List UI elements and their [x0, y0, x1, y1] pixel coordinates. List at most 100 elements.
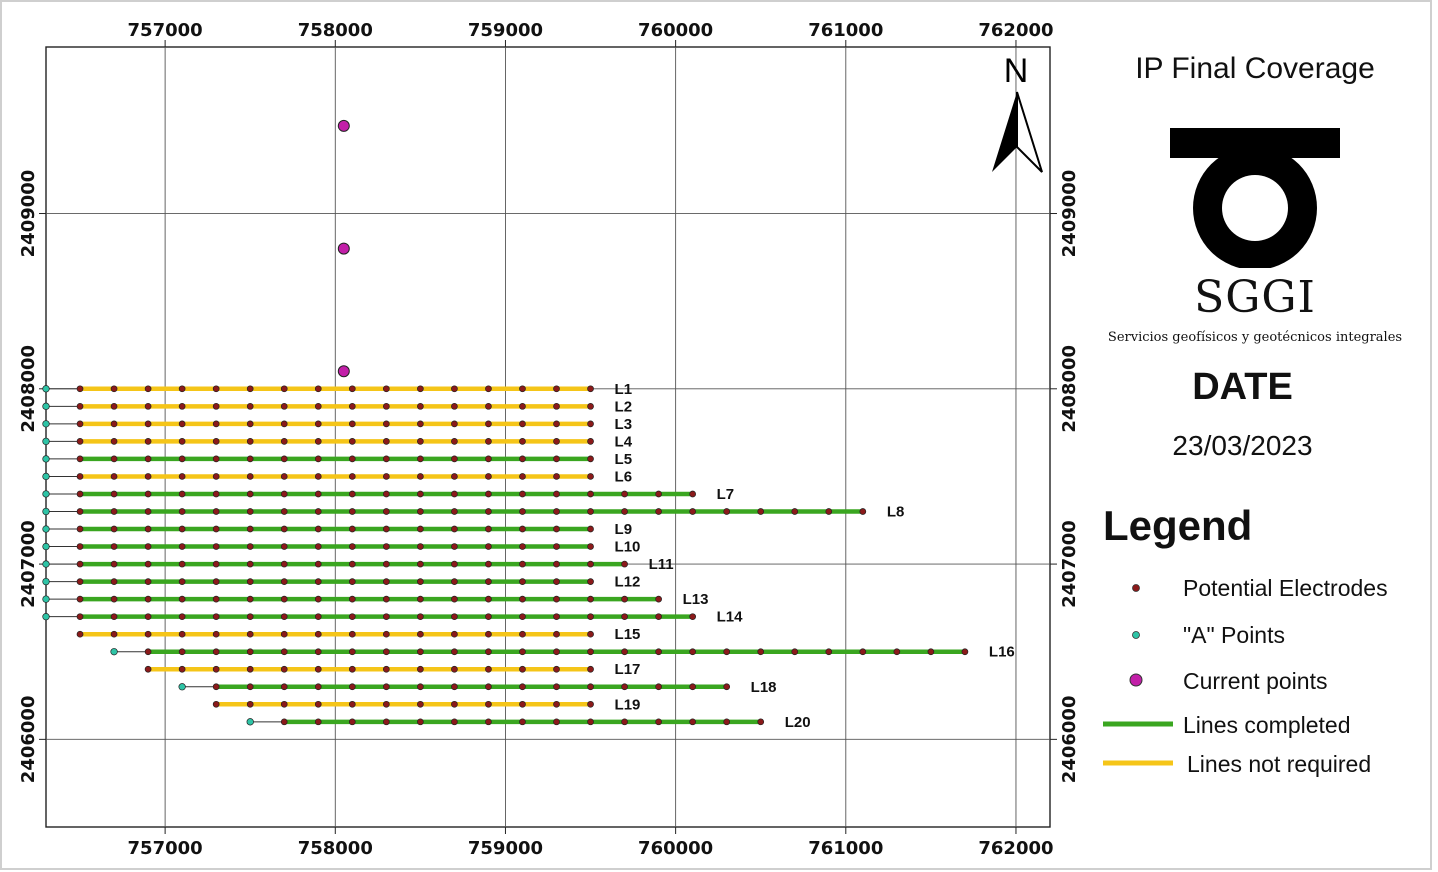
potential-electrode	[451, 648, 458, 656]
potential-electrode	[246, 490, 254, 498]
line-label-l11: L11	[649, 556, 674, 573]
potential-electrode	[348, 718, 356, 726]
a-point	[42, 507, 50, 516]
potential-electrode	[348, 508, 356, 515]
potential-electrode	[553, 630, 560, 638]
potential-electrode	[451, 578, 458, 585]
potential-electrode	[553, 402, 560, 410]
a-point	[42, 385, 50, 393]
potential-electrode	[280, 508, 288, 515]
potential-electrode	[348, 473, 356, 480]
y-tick-label-left: 2409000	[18, 170, 39, 258]
potential-electrode	[451, 438, 458, 445]
potential-electrode	[110, 402, 118, 410]
potential-electrode	[382, 648, 390, 656]
potential-electrode	[655, 648, 662, 656]
potential-electrode	[212, 385, 220, 393]
line-label-l17: L17	[615, 661, 641, 678]
potential-electrode	[178, 648, 186, 656]
a-point	[246, 718, 254, 726]
potential-electrode	[314, 438, 322, 445]
potential-electrode	[587, 490, 594, 498]
potential-electrode	[417, 665, 424, 673]
potential-electrode	[485, 438, 492, 445]
line-label-l14: L14	[717, 609, 744, 626]
potential-electrode	[485, 420, 492, 428]
potential-electrode	[689, 613, 696, 621]
date-value: 23/03/2023	[1172, 430, 1313, 461]
potential-electrode	[382, 385, 390, 393]
line-label-l1: L1	[615, 381, 633, 398]
potential-electrode	[280, 455, 288, 463]
potential-electrode	[76, 630, 84, 638]
potential-electrode	[110, 543, 118, 550]
potential-electrode	[417, 595, 424, 603]
potential-electrode	[314, 508, 322, 515]
potential-electrode	[314, 578, 322, 585]
potential-electrode	[417, 718, 424, 726]
potential-electrode	[76, 595, 84, 603]
potential-electrode	[417, 508, 424, 515]
potential-electrode	[859, 648, 867, 656]
potential-electrode	[382, 683, 390, 691]
potential-electrode	[76, 543, 84, 550]
potential-electrode	[280, 420, 288, 428]
potential-electrode	[485, 543, 492, 550]
potential-electrode	[212, 420, 220, 428]
potential-electrode	[519, 402, 526, 410]
legend-symbols	[1103, 584, 1173, 766]
line-label-l12: L12	[615, 574, 641, 591]
potential-electrode	[927, 648, 935, 656]
a-point	[178, 683, 186, 691]
potential-electrode	[178, 385, 186, 393]
brand-subtitle: Servicios geofísicos y geotécnicos integ…	[1107, 330, 1403, 345]
potential-electrode	[485, 525, 492, 533]
legend-title: Legend	[1103, 502, 1253, 549]
potential-electrode	[178, 420, 186, 428]
x-tick-label-bottom: 761000	[808, 838, 883, 859]
potential-electrode	[417, 402, 424, 410]
potential-electrode	[76, 385, 84, 393]
potential-electrode	[280, 700, 288, 708]
potential-electrode	[587, 718, 594, 726]
potential-electrode	[280, 578, 288, 585]
line-label-l15: L15	[615, 626, 641, 643]
potential-electrode	[314, 420, 322, 428]
potential-electrode	[280, 595, 288, 603]
potential-electrode	[451, 543, 458, 550]
potential-electrode	[314, 385, 322, 393]
potential-electrode	[144, 543, 152, 550]
potential-electrode	[382, 543, 390, 550]
potential-electrode	[212, 473, 220, 480]
potential-electrode	[212, 525, 220, 533]
current-point	[337, 119, 350, 132]
potential-electrode	[553, 683, 560, 691]
potential-electrode	[314, 700, 322, 708]
potential-electrode	[519, 525, 526, 533]
potential-electrode	[382, 700, 390, 708]
potential-electrode	[621, 718, 628, 726]
y-tick-label-right: 2406000	[1059, 696, 1080, 784]
potential-electrode	[144, 438, 152, 445]
brand-name: SGGI	[1194, 272, 1316, 323]
potential-electrode	[723, 648, 731, 656]
potential-electrode	[382, 613, 390, 621]
potential-electrode	[485, 455, 492, 463]
potential-electrode	[519, 385, 526, 393]
potential-electrode	[757, 648, 765, 656]
line-label-l4: L4	[615, 433, 633, 450]
potential-electrode	[417, 630, 424, 638]
current-point	[337, 242, 350, 255]
potential-electrode	[178, 665, 186, 673]
potential-electrode	[587, 683, 594, 691]
a-point	[42, 402, 50, 410]
potential-electrode	[280, 683, 288, 691]
potential-electrode	[76, 525, 84, 533]
potential-electrode	[519, 508, 526, 515]
axis-ticks: 757000 757000 758000 758000 759000 759000 7600…	[18, 20, 1080, 859]
potential-electrode	[485, 595, 492, 603]
potential-electrode	[178, 613, 186, 621]
a-point	[42, 455, 50, 463]
potential-electrode	[689, 490, 696, 498]
